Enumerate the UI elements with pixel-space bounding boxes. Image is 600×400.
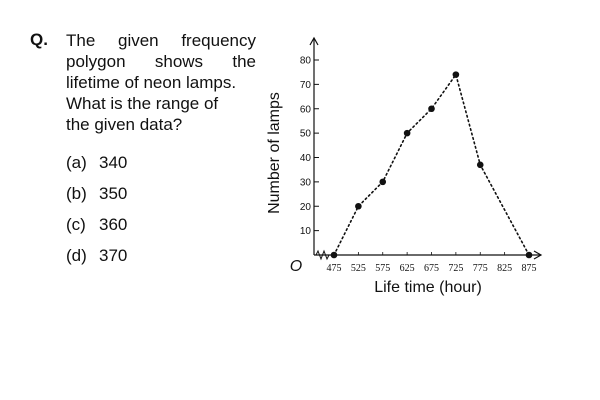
axis-labels: Number of lamps Life time (hour) O	[266, 92, 482, 296]
question-text: The given frequency polygon shows the li…	[66, 30, 256, 135]
y-tick-label: 50	[300, 129, 312, 140]
option-label: (b)	[66, 184, 87, 203]
x-tick-label: 575	[375, 263, 390, 274]
x-tick-label: 725	[448, 263, 463, 274]
x-tick-label: 525	[351, 263, 366, 274]
data-point	[452, 71, 460, 78]
y-axis-ticks: 10 20 30 40 50 60 70 80	[300, 56, 319, 237]
y-tick-label: 30	[300, 177, 312, 188]
question-line: lifetime of neon lamps.	[66, 73, 237, 92]
option-value: 360	[99, 215, 128, 234]
option-label: (a)	[66, 153, 87, 172]
data-point	[428, 105, 435, 113]
answer-options: (a) 340 (b) 350 (c) 360 (d) 370	[66, 152, 127, 276]
option-value: 350	[99, 184, 128, 203]
y-tick-label: 10	[300, 226, 312, 237]
x-tick-label: 775	[473, 263, 488, 274]
option-c[interactable]: (c) 360	[66, 214, 127, 245]
y-tick-label: 40	[300, 153, 312, 164]
question-line: The given frequency	[66, 31, 256, 50]
data-point	[355, 202, 362, 210]
x-tick-label: 475	[327, 263, 342, 274]
y-tick-label: 20	[300, 202, 312, 213]
y-tick-label: 70	[300, 80, 312, 91]
option-a[interactable]: (a) 340	[66, 152, 127, 183]
question-line: the given data?	[66, 115, 183, 134]
series-line	[333, 72, 530, 256]
x-axis-label: Life time (hour)	[374, 279, 482, 296]
option-value: 340	[99, 153, 128, 172]
y-axis-label: Number of lamps	[266, 92, 283, 214]
question-marker: Q.	[30, 30, 48, 49]
data-point	[476, 161, 484, 169]
data-point	[403, 129, 411, 137]
x-tick-label: 875	[522, 263, 537, 274]
x-axis-ticks: 475 525 575 625 675 725 775 825 875	[327, 252, 537, 274]
y-tick-label: 80	[300, 56, 312, 67]
y-axis-arrow-icon	[309, 36, 319, 46]
data-point	[379, 178, 387, 186]
option-d[interactable]: (d) 370	[66, 245, 127, 276]
origin-label: O	[290, 258, 302, 275]
axis-break-icon	[315, 249, 330, 261]
chart-axes	[309, 36, 543, 261]
y-tick-label: 60	[300, 104, 312, 115]
data-point	[525, 251, 533, 259]
x-tick-label: 625	[400, 263, 415, 274]
x-tick-label: 825	[497, 263, 512, 274]
x-axis-arrow-icon	[533, 250, 543, 260]
option-b[interactable]: (b) 350	[66, 183, 127, 214]
option-value: 370	[99, 246, 128, 265]
option-label: (c)	[66, 215, 86, 234]
question-line: What is the range of	[66, 94, 219, 113]
data-point	[330, 251, 338, 259]
question-line: polygon shows the	[66, 52, 256, 71]
option-label: (d)	[66, 246, 87, 265]
x-tick-label: 675	[424, 263, 439, 274]
series-line-group	[330, 71, 533, 259]
